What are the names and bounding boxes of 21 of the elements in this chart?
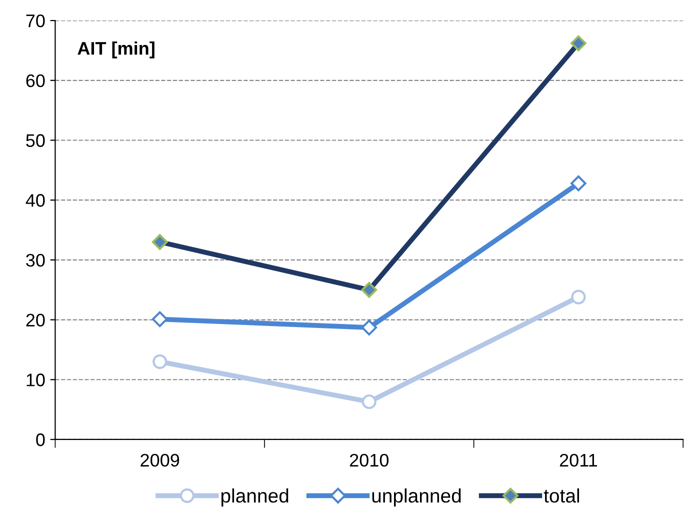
point xyxy=(362,394,376,410)
point xyxy=(571,290,586,304)
legend-label: unplanned xyxy=(372,488,461,507)
y-axis-title: AIT [min] xyxy=(78,42,154,58)
legend-label: planned xyxy=(221,488,288,507)
y-tick-label: 30 xyxy=(26,254,45,267)
point xyxy=(152,354,168,369)
x-tick-label: 2009 xyxy=(140,454,180,467)
x-tick-label: 2011 xyxy=(560,454,597,467)
point xyxy=(152,311,168,328)
y-tick-label: 0 xyxy=(36,433,45,446)
point xyxy=(570,175,586,192)
y-tick-label: 60 xyxy=(26,74,45,88)
y-tick-label: 10 xyxy=(26,374,45,386)
y-tick-label: 40 xyxy=(26,194,45,207)
y-tick-label: 50 xyxy=(26,134,45,147)
y-tick-label: 20 xyxy=(26,314,45,326)
legend-label: total xyxy=(544,488,580,503)
y-tick-label: 70 xyxy=(26,14,45,28)
x-tick-label: 2010 xyxy=(350,454,389,467)
point xyxy=(361,320,378,336)
